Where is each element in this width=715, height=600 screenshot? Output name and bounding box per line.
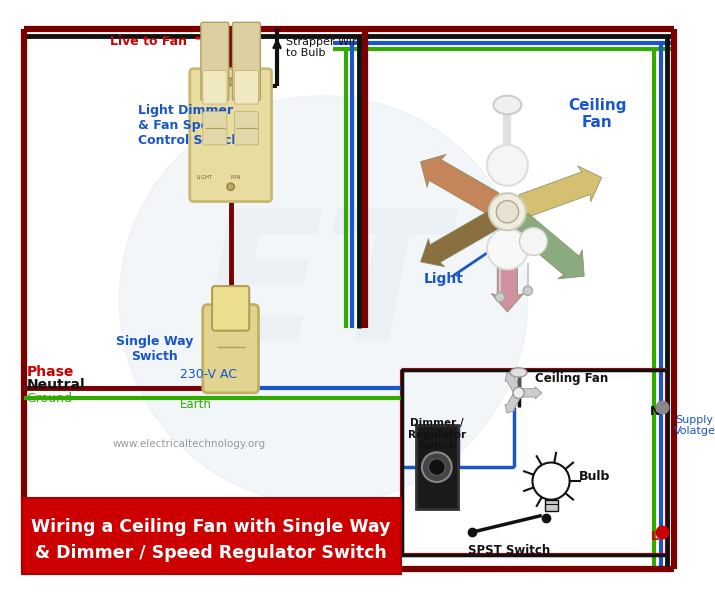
FancyBboxPatch shape: [201, 22, 229, 100]
Circle shape: [523, 286, 533, 295]
FancyBboxPatch shape: [203, 112, 227, 145]
FancyArrow shape: [491, 229, 523, 312]
Bar: [545, 500, 558, 511]
Text: Light Dimmer
& Fan Speed
Control Switch: Light Dimmer & Fan Speed Control Switch: [138, 104, 240, 148]
Circle shape: [119, 95, 528, 505]
Text: LIGHT: LIGHT: [197, 175, 213, 180]
FancyArrow shape: [420, 211, 498, 267]
Text: Live to Fan: Live to Fan: [110, 35, 187, 49]
Text: Single Way
Swicth: Single Way Swicth: [116, 335, 194, 363]
FancyBboxPatch shape: [212, 286, 250, 331]
Text: & Dimmer / Speed Regulator Switch: & Dimmer / Speed Regulator Switch: [35, 544, 387, 562]
FancyArrow shape: [420, 154, 499, 214]
Text: Neutral: Neutral: [26, 379, 85, 392]
Circle shape: [495, 293, 505, 302]
Text: Earth: Earth: [179, 398, 212, 410]
Text: FAN: FAN: [231, 175, 242, 180]
FancyBboxPatch shape: [416, 425, 458, 509]
Text: Supply
Volatge: Supply Volatge: [674, 415, 715, 436]
Circle shape: [489, 193, 526, 230]
Text: www.electricaltechnology.org: www.electricaltechnology.org: [112, 439, 265, 449]
Text: Phase: Phase: [26, 365, 74, 379]
Circle shape: [227, 183, 235, 190]
FancyBboxPatch shape: [203, 305, 259, 393]
Text: Strapper Wire
to Bulb: Strapper Wire to Bulb: [287, 37, 363, 58]
FancyBboxPatch shape: [232, 22, 260, 100]
Bar: [21, 498, 400, 574]
Text: Dimmer /
Regulator
Switch: Dimmer / Regulator Switch: [408, 418, 466, 451]
Text: Light: Light: [424, 272, 464, 286]
Circle shape: [533, 463, 570, 500]
Text: SPST Switch: SPST Switch: [468, 544, 551, 557]
Text: Ground: Ground: [26, 392, 72, 405]
FancyBboxPatch shape: [235, 71, 259, 104]
FancyArrow shape: [518, 387, 542, 399]
Text: N: N: [650, 405, 660, 418]
Circle shape: [487, 229, 528, 269]
FancyBboxPatch shape: [235, 112, 259, 145]
Circle shape: [520, 227, 548, 256]
Text: ET: ET: [200, 203, 447, 379]
Circle shape: [496, 200, 518, 223]
FancyBboxPatch shape: [203, 71, 227, 104]
Circle shape: [513, 388, 524, 398]
Text: Wiring a Ceiling Fan with Single Way: Wiring a Ceiling Fan with Single Way: [31, 518, 391, 536]
Text: 230-V AC: 230-V AC: [179, 368, 237, 381]
Circle shape: [487, 145, 528, 186]
Circle shape: [428, 459, 445, 476]
FancyArrow shape: [519, 166, 601, 217]
Circle shape: [422, 452, 452, 482]
Bar: [403, 370, 667, 556]
Text: Bulb: Bulb: [579, 470, 611, 483]
FancyArrow shape: [513, 213, 584, 279]
FancyBboxPatch shape: [189, 69, 272, 202]
FancyArrow shape: [505, 373, 522, 395]
Ellipse shape: [493, 95, 521, 114]
Text: Ceiling
Fan: Ceiling Fan: [568, 98, 626, 130]
Ellipse shape: [511, 368, 527, 377]
FancyArrow shape: [505, 391, 522, 413]
Text: L: L: [651, 530, 659, 544]
Circle shape: [227, 78, 235, 85]
Text: Ceiling Fan: Ceiling Fan: [536, 373, 608, 385]
